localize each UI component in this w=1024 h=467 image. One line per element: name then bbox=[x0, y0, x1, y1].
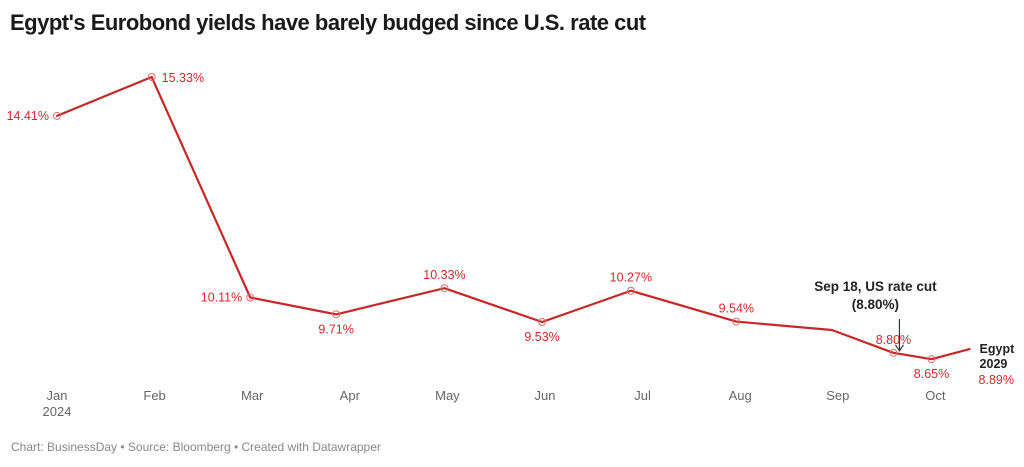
x-tick-label: May bbox=[435, 388, 460, 403]
series-lines bbox=[55, 75, 971, 361]
series-markers bbox=[53, 73, 936, 364]
x-tick-label: Sep bbox=[826, 388, 849, 403]
data-point-marker bbox=[538, 317, 547, 326]
series-name-label: Egypt bbox=[980, 342, 1016, 356]
x-tick-label: Jun bbox=[535, 388, 556, 403]
data-label: 15.33% bbox=[162, 71, 204, 85]
x-tick-label: Jul bbox=[634, 388, 651, 403]
x-tick-label: Oct bbox=[925, 388, 946, 403]
data-point-marker bbox=[246, 293, 255, 302]
data-label: 8.65% bbox=[914, 367, 949, 381]
data-labels: 14.41% 15.33% 10.11% 9.71% 10.33% 9.53% 10.27%… bbox=[7, 71, 1016, 387]
data-point-marker bbox=[332, 310, 341, 319]
data-label: 14.41% bbox=[7, 109, 49, 123]
annotation-arrowhead bbox=[894, 344, 904, 352]
data-point-marker bbox=[889, 348, 898, 357]
x-tick-label: Jan bbox=[47, 388, 68, 403]
series-name-label: 2029 bbox=[980, 357, 1008, 371]
x-tick-label: Apr bbox=[340, 388, 361, 403]
data-label: 8.80% bbox=[876, 333, 911, 347]
chart-title: Egypt's Eurobond yields have barely budg… bbox=[10, 10, 646, 35]
annotations: Sep 18, US rate cut (8.80%) bbox=[814, 279, 937, 352]
data-label: 10.11% bbox=[201, 290, 242, 304]
data-label: 9.53% bbox=[524, 330, 559, 344]
data-point-marker bbox=[927, 355, 936, 364]
data-point-marker bbox=[53, 111, 61, 120]
data-point-marker bbox=[626, 286, 635, 295]
data-point-marker bbox=[732, 317, 741, 326]
series-last-value: 8.89% bbox=[979, 373, 1014, 387]
data-label: 9.71% bbox=[318, 322, 353, 336]
data-point-marker bbox=[147, 73, 156, 81]
x-tick-label: Mar bbox=[241, 388, 264, 403]
series-line bbox=[55, 75, 971, 361]
data-point-marker bbox=[440, 284, 449, 293]
chart-footer: Chart: BusinessDay • Source: Bloomberg •… bbox=[11, 440, 381, 454]
data-label: 10.33% bbox=[423, 268, 465, 282]
x-tick-label: Aug bbox=[729, 388, 752, 403]
data-label: 10.27% bbox=[610, 271, 652, 285]
annotation-text: (8.80%) bbox=[852, 297, 899, 312]
data-label: 9.54% bbox=[719, 302, 754, 316]
x-tick-label: Feb bbox=[143, 388, 165, 403]
annotation-text: Sep 18, US rate cut bbox=[814, 279, 937, 294]
x-tick-sublabel: 2024 bbox=[43, 404, 72, 419]
